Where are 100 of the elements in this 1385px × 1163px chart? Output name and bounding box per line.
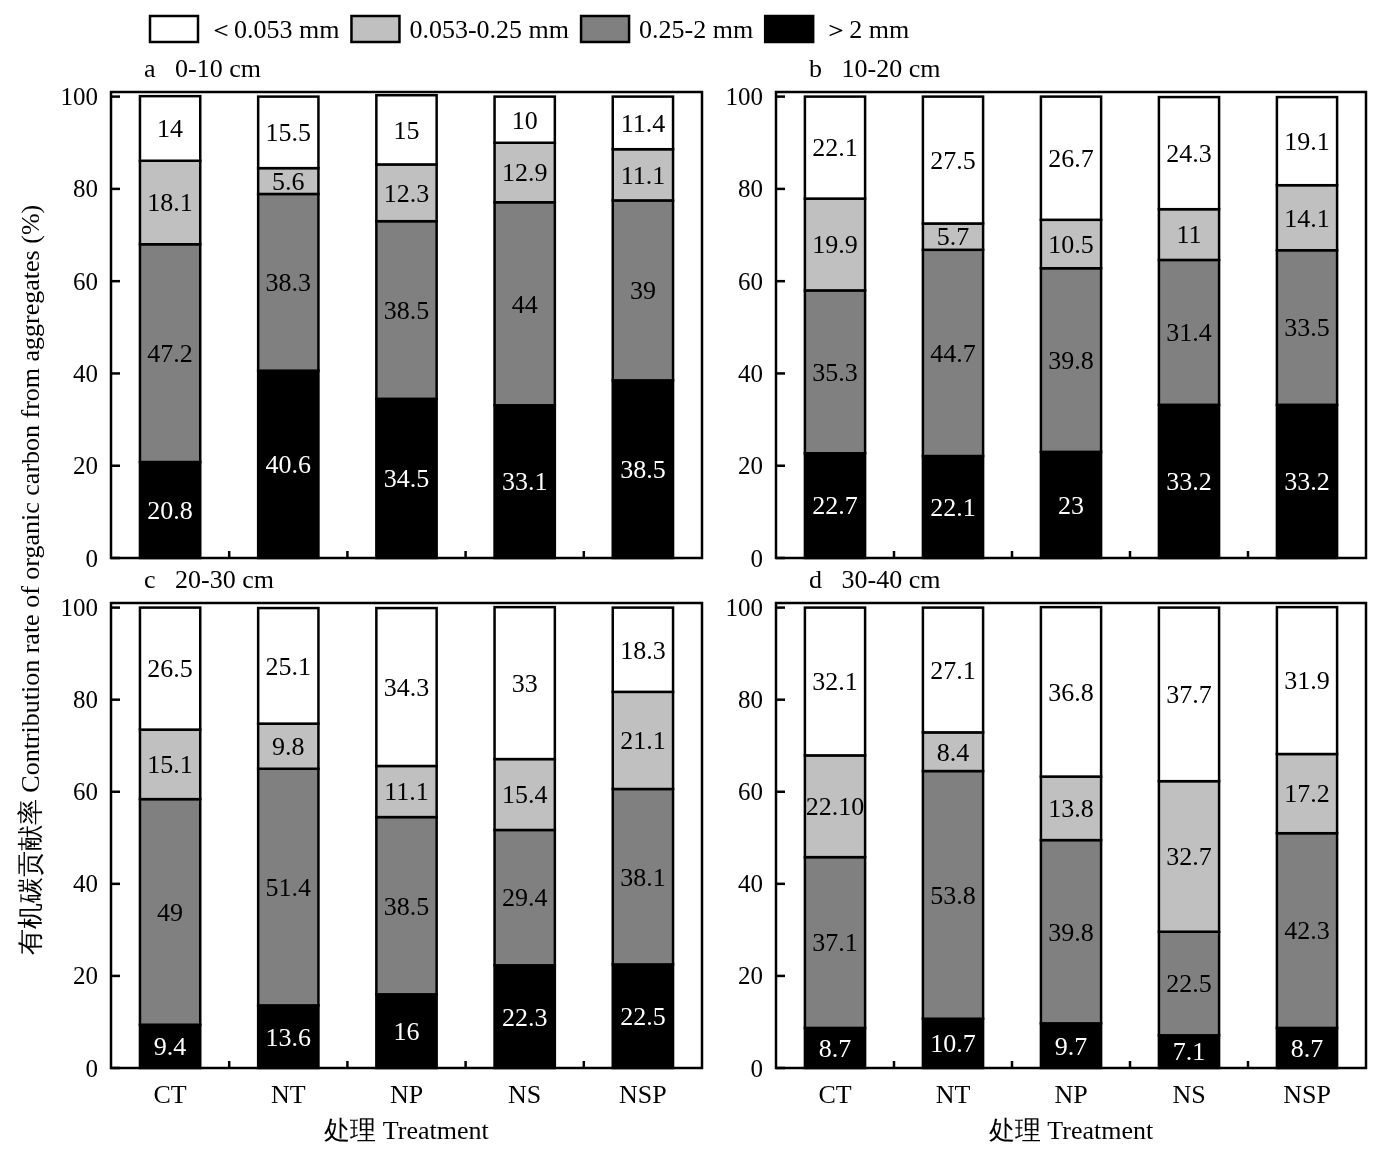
legend-label: ＞2 mm xyxy=(823,15,910,44)
data-label: 33.5 xyxy=(1284,313,1330,343)
data-label: 22.10 xyxy=(805,792,865,822)
data-label: 21.1 xyxy=(620,726,666,756)
data-label: 26.7 xyxy=(1048,144,1094,174)
data-label: 13.6 xyxy=(265,1022,312,1052)
y-tick-label: 0 xyxy=(750,1054,763,1082)
y-tick-label: 80 xyxy=(738,686,763,714)
legend-label: 0.053-0.25 mm xyxy=(409,15,570,44)
y-tick-label: 100 xyxy=(60,594,98,622)
y-tick-label: 100 xyxy=(725,83,763,111)
x-tick-label: CT xyxy=(818,1080,852,1109)
chart-title: a 0-10 cm xyxy=(144,54,261,83)
y-tick-label: 60 xyxy=(738,778,763,806)
data-label: 31.4 xyxy=(1166,318,1212,348)
legend-label: 0.25-2 mm xyxy=(639,15,754,44)
data-label: 39.8 xyxy=(1048,917,1094,947)
data-label: 5.7 xyxy=(936,222,970,252)
y-tick-label: 40 xyxy=(73,359,98,387)
data-label: 8.7 xyxy=(818,1033,852,1063)
data-label: 33 xyxy=(511,668,538,698)
y-tick-label: 40 xyxy=(73,870,98,898)
data-label: 11.1 xyxy=(384,777,429,807)
data-label: 33.2 xyxy=(1284,467,1330,497)
data-label: 17.2 xyxy=(1284,779,1330,809)
data-label: 7.1 xyxy=(1172,1037,1206,1067)
data-label: 53.8 xyxy=(930,880,976,910)
data-label: 38.5 xyxy=(383,891,430,921)
y-tick-label: 20 xyxy=(73,962,98,990)
data-label: 38.5 xyxy=(383,295,430,325)
data-label: 27.1 xyxy=(930,655,976,685)
data-label: 44.7 xyxy=(930,338,976,368)
data-label: 8.7 xyxy=(1290,1033,1324,1063)
y-tick-label: 20 xyxy=(738,962,763,990)
y-tick-label: 100 xyxy=(725,594,763,622)
data-label: 9.7 xyxy=(1054,1031,1088,1061)
x-axis-title: 处理 Treatment xyxy=(324,1116,490,1145)
y-tick-label: 60 xyxy=(73,267,98,295)
data-label: 8.4 xyxy=(936,737,970,767)
data-label: 37.1 xyxy=(812,928,858,958)
data-label: 39.8 xyxy=(1048,345,1094,375)
data-label: 9.8 xyxy=(272,732,305,762)
data-label: 16 xyxy=(393,1017,420,1047)
x-tick-label: NT xyxy=(270,1080,306,1109)
data-label: 36.8 xyxy=(1048,677,1094,707)
x-tick-label: NS xyxy=(508,1080,542,1109)
data-label: 23 xyxy=(1058,490,1084,520)
y-tick-label: 60 xyxy=(738,267,763,295)
data-label: 32.1 xyxy=(812,667,858,697)
data-label: 19.9 xyxy=(812,230,858,260)
data-label: 12.9 xyxy=(501,158,548,188)
legend-label: ＜0.053 mm xyxy=(208,15,340,44)
data-label: 25.1 xyxy=(265,651,312,681)
data-label: 10.7 xyxy=(930,1029,976,1059)
data-label: 24.3 xyxy=(1166,138,1212,168)
data-label: 27.5 xyxy=(930,145,976,175)
data-label: 38.1 xyxy=(620,862,666,892)
data-label: 18.3 xyxy=(620,635,666,665)
data-label: 42.3 xyxy=(1284,916,1330,946)
data-label: 15.5 xyxy=(265,118,312,148)
y-tick-label: 60 xyxy=(73,778,98,806)
data-label: 34.5 xyxy=(383,464,430,494)
y-tick-label: 80 xyxy=(73,686,98,714)
y-tick-label: 40 xyxy=(738,870,763,898)
chart-title: c 20-30 cm xyxy=(144,565,274,594)
data-label: 39 xyxy=(629,276,656,306)
data-label: 10.5 xyxy=(1048,229,1094,259)
data-label: 15.4 xyxy=(501,780,548,810)
data-label: 22.3 xyxy=(501,1002,548,1032)
y-tick-label: 20 xyxy=(738,452,763,480)
chart-title: d 30-40 cm xyxy=(809,565,941,594)
x-tick-label: NS xyxy=(1172,1080,1206,1109)
data-label: 12.3 xyxy=(383,178,430,208)
y-tick-label: 0 xyxy=(750,544,763,572)
y-tick-label: 20 xyxy=(73,452,98,480)
data-label: 33.1 xyxy=(501,467,548,497)
data-label: 11 xyxy=(1176,220,1202,250)
y-tick-label: 80 xyxy=(73,175,98,203)
data-label: 14 xyxy=(157,114,184,144)
data-label: 38.3 xyxy=(265,268,312,298)
data-label: 22.1 xyxy=(812,133,858,163)
data-label: 51.4 xyxy=(265,872,312,902)
x-axis-title: 处理 Treatment xyxy=(988,1116,1154,1145)
y-tick-label: 0 xyxy=(85,1054,98,1082)
data-label: 31.9 xyxy=(1284,666,1330,696)
y-tick-label: 80 xyxy=(738,175,763,203)
data-label: 13.8 xyxy=(1048,794,1094,824)
data-label: 22.5 xyxy=(1166,969,1212,999)
data-label: 49 xyxy=(157,897,184,927)
x-tick-label: CT xyxy=(153,1080,187,1109)
data-label: 38.5 xyxy=(620,455,666,485)
data-label: 15 xyxy=(393,115,420,145)
data-label: 10 xyxy=(511,105,538,135)
data-label: 20.8 xyxy=(147,495,193,525)
y-tick-label: 40 xyxy=(738,359,763,387)
x-tick-label: NSP xyxy=(619,1080,667,1109)
x-tick-label: NP xyxy=(1054,1080,1088,1109)
data-label: 11.1 xyxy=(620,160,666,190)
data-label: 47.2 xyxy=(147,338,193,368)
data-label: 40.6 xyxy=(265,450,312,480)
